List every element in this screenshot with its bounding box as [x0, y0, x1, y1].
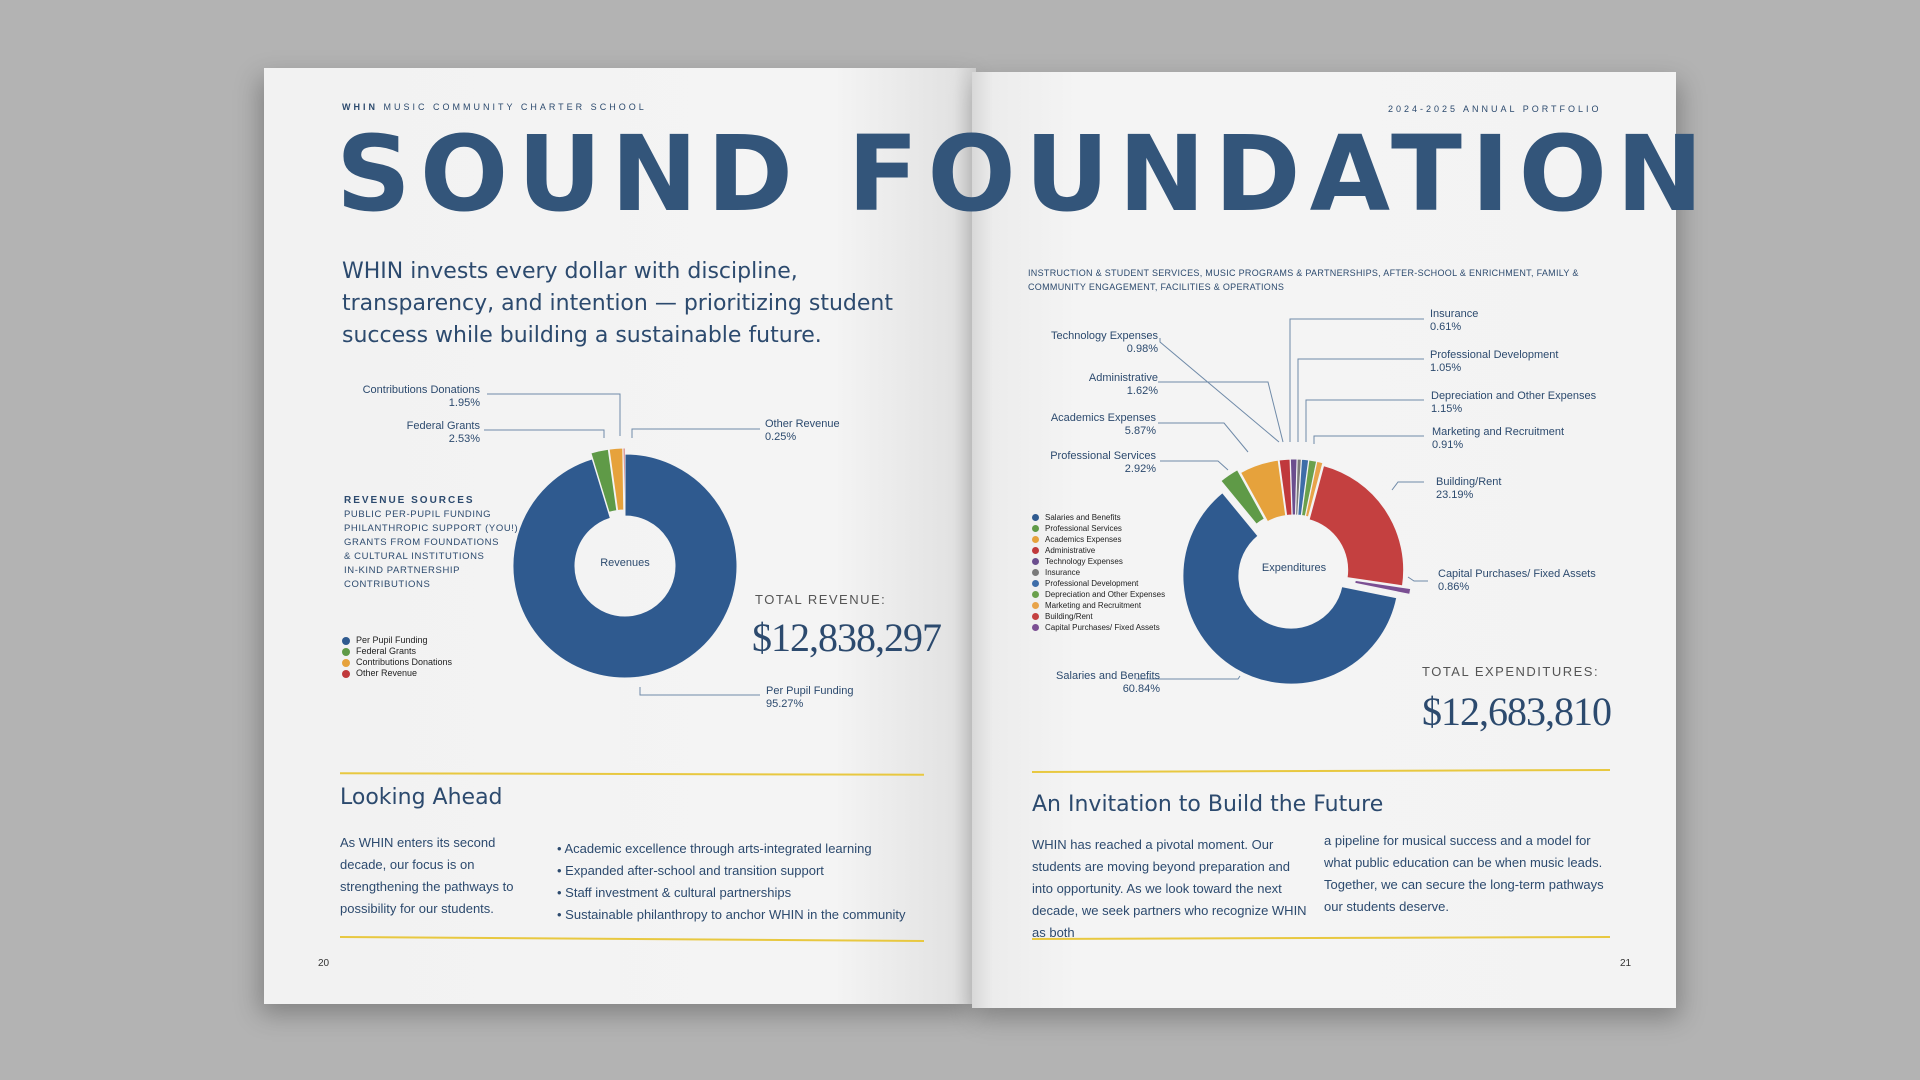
- label-marketing: Marketing and Recruitment 0.91%: [1432, 426, 1565, 451]
- label-academics: Academics Expenses 5.87%: [1050, 412, 1156, 437]
- legend-item: Academics Expenses: [1032, 534, 1165, 545]
- list-item: • Sustainable philanthropy to anchor WHI…: [557, 907, 906, 922]
- revenue-legend: Per Pupil Funding Federal Grants Contrib…: [342, 635, 452, 679]
- list-item: • Staff investment & cultural partnershi…: [557, 885, 792, 900]
- total-expenditures-value: $12,683,810: [1422, 689, 1612, 734]
- slice-federal-grants: [590, 448, 618, 513]
- legend-item: Capital Purchases/ Fixed Assets: [1032, 622, 1165, 633]
- legend-item: Salaries and Benefits: [1032, 512, 1165, 523]
- revenue-source-line: PHILANTHROPIC SUPPORT (YOU!): [344, 523, 519, 534]
- leader-line: [1313, 435, 1424, 444]
- revenue-source-line: GRANTS FROM FOUNDATIONS: [344, 537, 500, 548]
- slice-capital-purchases-fixed-assets: [1354, 579, 1412, 596]
- leader-line: [1136, 675, 1241, 680]
- slice-building-rent: [1308, 464, 1405, 587]
- looking-ahead-heading: Looking Ahead: [340, 785, 503, 810]
- leader-line: [1407, 576, 1428, 582]
- label-insurance: Insurance 0.61%: [1430, 308, 1479, 333]
- page-number-left: 20: [318, 958, 330, 969]
- revenue-source-line: & CULTURAL INSTITUTIONS: [344, 551, 485, 562]
- label-depreciation: Depreciation and Other Expenses 1.15%: [1431, 390, 1597, 415]
- leader-line: [484, 429, 605, 438]
- page-title: SOUND FOUNDATION: [336, 113, 1713, 235]
- revenue-source-line: CONTRIBUTIONS: [344, 579, 431, 590]
- portfolio-label: 2024-2025 ANNUAL PORTFOLIO: [1388, 104, 1602, 114]
- legend-item: Marketing and Recruitment: [1032, 600, 1165, 611]
- expenditures-center-label: Expenditures: [1262, 562, 1327, 574]
- revenue-sources-heading: REVENUE SOURCES: [344, 495, 475, 506]
- slice-salaries-and-benefits: [1182, 491, 1398, 685]
- leader-line: [1158, 381, 1284, 443]
- revenue-source-line: IN-KIND PARTNERSHIP: [344, 565, 461, 576]
- legend-item: Other Revenue: [342, 668, 452, 679]
- label-professional-services: Professional Services 2.92%: [1050, 450, 1156, 475]
- label-capital-purchases: Capital Purchases/ Fixed Assets 0.86%: [1438, 568, 1596, 593]
- legend-item: Contributions Donations: [342, 657, 452, 668]
- right-page: [972, 72, 1676, 1008]
- revenue-source-line: PUBLIC PER-PUPIL FUNDING: [344, 509, 492, 520]
- leader-line: [487, 393, 621, 436]
- legend-item: Administrative: [1032, 545, 1165, 556]
- legend-item: Insurance: [1032, 567, 1165, 578]
- lead-paragraph: WHIN invests every dollar with disciplin…: [342, 259, 893, 348]
- legend-item: Per Pupil Funding: [342, 635, 452, 646]
- label-federal-grants: Federal Grants 2.53%: [406, 420, 480, 445]
- label-technology: Technology Expenses 0.98%: [1050, 330, 1158, 355]
- revenue-sources: REVENUE SOURCES PUBLIC PER-PUPIL FUNDING…: [344, 494, 518, 592]
- leader-line: [1391, 481, 1424, 491]
- label-building-rent: Building/Rent 23.19%: [1436, 476, 1502, 501]
- slice-marketing-and-recruitment: [1304, 460, 1324, 518]
- leader-line: [1305, 399, 1424, 442]
- leader-line: [639, 687, 760, 696]
- leader-line: [1289, 318, 1424, 442]
- slice-other-revenue: [622, 447, 626, 511]
- label-professional-development: Professional Development 1.05%: [1430, 349, 1559, 374]
- school-name: WHIN MUSIC COMMUNITY CHARTER SCHOOL: [342, 102, 647, 112]
- label-contributions: Contributions Donations 1.95%: [362, 384, 480, 409]
- legend-item: Professional Services: [1032, 523, 1165, 534]
- legend-item: Depreciation and Other Expenses: [1032, 589, 1165, 600]
- expenditure-legend: Salaries and Benefits Professional Servi…: [1032, 512, 1165, 633]
- leader-line: [1158, 422, 1249, 453]
- label-other-revenue: Other Revenue 0.25%: [765, 418, 840, 443]
- legend-item: Technology Expenses: [1032, 556, 1165, 567]
- revenue-center-label: Revenues: [600, 557, 650, 569]
- categories-note: INSTRUCTION & STUDENT SERVICES, MUSIC PR…: [1028, 268, 1579, 292]
- legend-item: Federal Grants: [342, 646, 452, 657]
- label-administrative: Administrative 1.62%: [1088, 372, 1158, 397]
- looking-ahead-bullets: • Academic excellence through arts-integ…: [557, 838, 906, 926]
- slice-academics-expenses: [1239, 459, 1287, 523]
- list-item: • Expanded after-school and transition s…: [557, 863, 824, 878]
- invitation-col1: WHIN has reached a pivotal moment. Our s…: [1032, 837, 1307, 940]
- looking-ahead-body: As WHIN enters its second decade, our fo…: [340, 835, 514, 916]
- leader-line: [1297, 358, 1424, 442]
- slice-professional-services: [1220, 469, 1266, 525]
- invitation-col2: a pipeline for musical success and a mod…: [1324, 833, 1604, 914]
- legend-item: Professional Development: [1032, 578, 1165, 589]
- page-number-right: 21: [1620, 958, 1632, 969]
- leader-line: [631, 428, 760, 438]
- list-item: • Academic excellence through arts-integ…: [557, 841, 872, 856]
- left-page: [264, 68, 976, 1004]
- leader-line: [1159, 338, 1280, 443]
- slice-per-pupil-funding: [512, 453, 738, 679]
- invitation-heading: An Invitation to Build the Future: [1032, 792, 1384, 817]
- total-revenue-value: $12,838,297: [752, 615, 942, 660]
- total-expenditures-label: TOTAL EXPENDITURES:: [1422, 664, 1600, 679]
- leader-line: [1160, 460, 1229, 471]
- label-per-pupil: Per Pupil Funding 95.27%: [766, 685, 854, 710]
- total-revenue-label: TOTAL REVENUE:: [755, 592, 887, 607]
- legend-item: Building/Rent: [1032, 611, 1165, 622]
- label-salaries: Salaries and Benefits 60.84%: [1056, 670, 1160, 695]
